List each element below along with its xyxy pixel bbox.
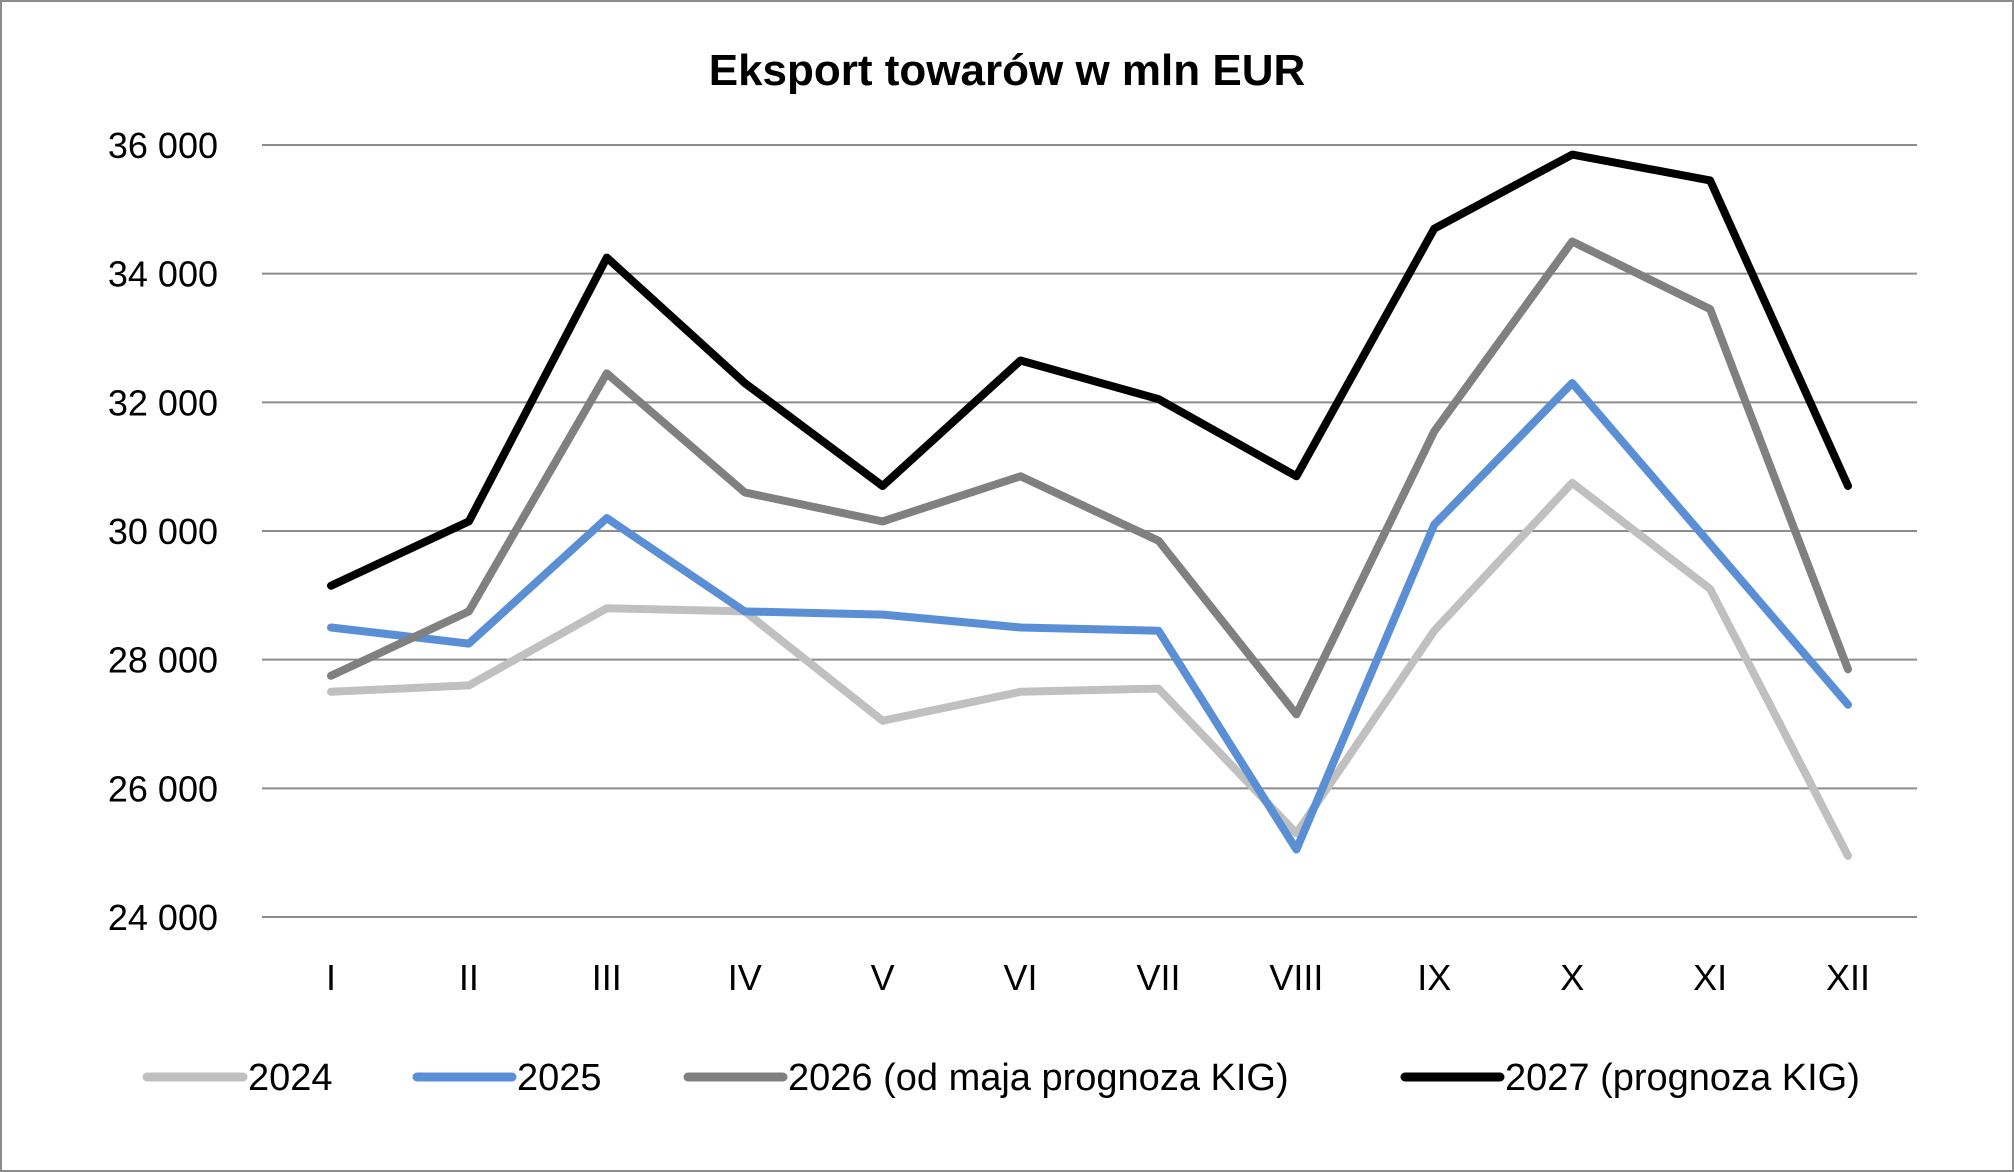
x-tick-label: VII xyxy=(1136,957,1180,998)
x-tick-label: IX xyxy=(1417,957,1451,998)
x-tick-label: II xyxy=(459,957,479,998)
x-tick-label: IV xyxy=(728,957,762,998)
y-tick-label: 34 000 xyxy=(108,254,218,295)
y-tick-label: 26 000 xyxy=(108,768,218,809)
y-axis-tick-labels: 24 000 26 000 28 000 30 000 32 000 34 000 36 0… xyxy=(108,125,218,938)
series-lines xyxy=(327,150,1852,860)
legend: 2024 2025 2026 (od maja prognoza KIG) 2027 … xyxy=(142,1057,1860,1099)
x-tick-label: VIII xyxy=(1269,957,1323,998)
x-tick-label: XI xyxy=(1693,957,1727,998)
legend-label: 2026 (od maja prognoza KIG) xyxy=(788,1057,1289,1099)
y-tick-label: 36 000 xyxy=(108,125,218,166)
x-axis-tick-labels: I II III IV V VI VII VIII IX X XI XII xyxy=(326,957,1870,998)
gridlines xyxy=(262,144,1917,918)
x-tick-label: V xyxy=(871,957,895,998)
y-tick-label: 28 000 xyxy=(108,640,218,681)
x-tick-label: I xyxy=(326,957,336,998)
legend-label: 2027 (prognoza KIG) xyxy=(1505,1057,1860,1099)
legend-label: 2024 xyxy=(248,1057,333,1099)
series-line-2025 xyxy=(327,379,1852,854)
x-tick-label: VI xyxy=(1004,957,1038,998)
series-line-2026 xyxy=(327,237,1852,719)
x-tick-label: III xyxy=(592,957,622,998)
x-tick-label: X xyxy=(1560,957,1584,998)
legend-label: 2025 xyxy=(517,1057,602,1099)
y-tick-label: 32 000 xyxy=(108,382,218,423)
y-tick-label: 30 000 xyxy=(108,511,218,552)
y-tick-label: 24 000 xyxy=(108,897,218,938)
series-line-2027 xyxy=(327,150,1852,590)
chart-title: Eksport towarów w mln EUR xyxy=(709,46,1306,95)
x-tick-label: XII xyxy=(1826,957,1870,998)
series-line-2024 xyxy=(327,478,1852,860)
